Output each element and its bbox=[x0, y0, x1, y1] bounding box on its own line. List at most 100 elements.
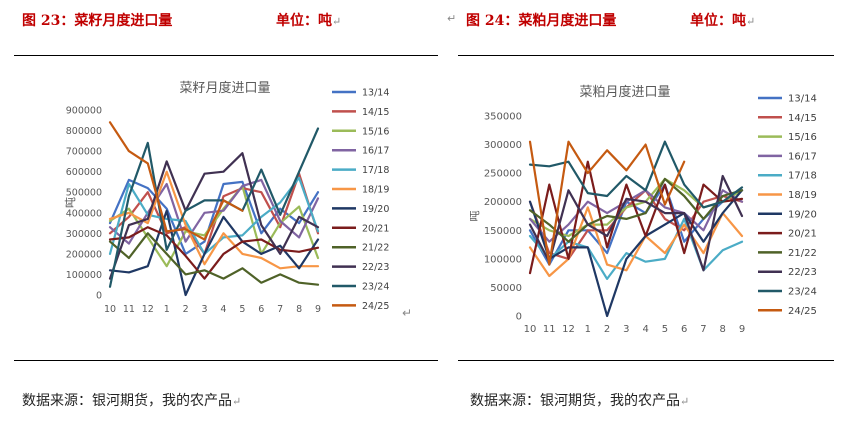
series-line-24-25 bbox=[528, 140, 686, 266]
legend-label: 14/15 bbox=[362, 107, 389, 118]
figure-24-title: 图 24：菜粕月度进口量 bbox=[466, 13, 617, 29]
series-line-14-15 bbox=[528, 189, 744, 260]
x-tick-label: 2 bbox=[183, 304, 189, 315]
x-tick-label: 2 bbox=[604, 324, 610, 335]
return-mark: ↵ bbox=[746, 15, 756, 28]
y-tick-label: 300000 bbox=[484, 140, 522, 151]
legend-label: 19/20 bbox=[788, 209, 817, 220]
y-tick-label: 800000 bbox=[66, 126, 102, 137]
x-tick-label: 7 bbox=[277, 304, 283, 315]
legend-label: 18/19 bbox=[362, 185, 389, 196]
figure-24-bottom-rule bbox=[458, 360, 834, 361]
legend-label: 23/24 bbox=[362, 282, 389, 293]
x-tick-label: 5 bbox=[239, 304, 245, 315]
x-tick-label: 1 bbox=[585, 324, 591, 335]
legend-label: 18/19 bbox=[788, 190, 817, 201]
legend-label: 22/23 bbox=[788, 267, 817, 278]
y-tick-label: 500000 bbox=[66, 188, 102, 199]
x-tick-label: 9 bbox=[739, 324, 745, 335]
figure-23-title: 图 23：菜籽月度进口量 bbox=[22, 13, 173, 29]
rapeseed-meal-import-chart: 菜粕月度进口量 0 50000 100000 150000 200000 250000 300… bbox=[470, 84, 817, 335]
rapeseed-import-chart: 菜籽月度进口量 0 100000 200000 300000 400000 500000 60… bbox=[64, 80, 389, 315]
x-tick-label: 8 bbox=[296, 304, 302, 315]
y-tick-label: 250000 bbox=[484, 169, 522, 180]
series-line-20-21 bbox=[528, 160, 744, 275]
series-line-14-15 bbox=[108, 172, 320, 255]
x-tick-label: 3 bbox=[623, 324, 629, 335]
x-tick-label: 12 bbox=[142, 304, 154, 315]
figure-23-bottom-rule bbox=[14, 360, 438, 361]
y-axis-label: 吨 bbox=[64, 197, 77, 208]
x-tick-label: 4 bbox=[220, 304, 226, 315]
series-line-22-23 bbox=[528, 174, 744, 272]
x-tick-label: 10 bbox=[104, 304, 116, 315]
figure-23-unit: 单位：吨↵ bbox=[276, 13, 342, 29]
figure-24-top-rule bbox=[458, 55, 834, 56]
x-tick-label: 9 bbox=[315, 304, 321, 315]
x-tick-label: 6 bbox=[258, 304, 264, 315]
series-line-22-23 bbox=[108, 152, 320, 280]
x-tick-label: 6 bbox=[681, 324, 687, 335]
y-tick-label: 900000 bbox=[66, 106, 102, 117]
return-mark: ↵ bbox=[447, 12, 457, 25]
y-tick-label: 100000 bbox=[66, 270, 102, 281]
legend-label: 20/21 bbox=[788, 229, 817, 240]
chart-title: 菜籽月度进口量 bbox=[179, 80, 270, 96]
legend-label: 22/23 bbox=[362, 262, 389, 273]
legend-label: 15/16 bbox=[362, 126, 389, 137]
y-tick-label: 700000 bbox=[66, 147, 102, 158]
y-tick-label: 0 bbox=[516, 312, 522, 323]
series-line-21-22 bbox=[108, 232, 320, 286]
x-tick-label: 12 bbox=[562, 324, 575, 335]
y-tick-label: 0 bbox=[96, 291, 102, 302]
y-tick-label: 200000 bbox=[484, 197, 522, 208]
series-line-23-24 bbox=[108, 127, 320, 288]
chart-title: 菜粕月度进口量 bbox=[579, 84, 670, 100]
y-axis-label: 吨 bbox=[470, 211, 481, 222]
y-tick-label: 200000 bbox=[66, 249, 102, 260]
x-tick-label: 8 bbox=[720, 324, 726, 335]
legend-label: 13/14 bbox=[788, 94, 817, 105]
figure-24-unit: 单位：吨↵ bbox=[690, 13, 756, 29]
return-mark: ↵ bbox=[332, 15, 342, 28]
legend-label: 13/14 bbox=[362, 88, 389, 99]
legend-label: 20/21 bbox=[362, 223, 389, 234]
series-line-21-22 bbox=[528, 177, 744, 243]
y-tick-label: 600000 bbox=[66, 167, 102, 178]
x-tick-label: 7 bbox=[700, 324, 706, 335]
legend-label: 23/24 bbox=[788, 287, 817, 298]
return-mark: ↵ bbox=[680, 395, 690, 408]
return-mark: ↵ bbox=[232, 395, 242, 408]
x-tick-label: 4 bbox=[642, 324, 648, 335]
series-line-17-18 bbox=[108, 176, 320, 255]
x-tick-label: 5 bbox=[662, 324, 668, 335]
return-mark: ↵ bbox=[402, 306, 413, 320]
legend-label: 21/22 bbox=[788, 248, 817, 259]
x-tick-label: 11 bbox=[123, 304, 135, 315]
x-tick-label: 1 bbox=[164, 304, 170, 315]
y-tick-label: 300000 bbox=[66, 229, 102, 240]
y-tick-label: 150000 bbox=[484, 226, 522, 237]
legend-label: 17/18 bbox=[362, 165, 389, 176]
legend-label: 15/16 bbox=[788, 132, 817, 143]
series-line-18-19 bbox=[528, 206, 744, 278]
y-tick-label: 100000 bbox=[484, 254, 522, 265]
x-tick-label: 3 bbox=[202, 304, 208, 315]
legend-label: 17/18 bbox=[788, 171, 817, 182]
legend-label: 16/17 bbox=[362, 146, 389, 157]
series-line-16-17 bbox=[108, 178, 320, 245]
series-line-24-25 bbox=[108, 121, 244, 241]
legend-label: 24/25 bbox=[362, 301, 389, 312]
figure-24-source: 数据来源：银河期货，我的农产品↵ bbox=[470, 393, 690, 409]
figure-23-top-rule bbox=[14, 55, 438, 56]
series-line-16-17 bbox=[528, 189, 744, 243]
legend-label: 16/17 bbox=[788, 151, 817, 162]
x-tick-label: 11 bbox=[543, 324, 556, 335]
y-tick-label: 50000 bbox=[490, 283, 522, 294]
series-line-18-19 bbox=[108, 170, 320, 270]
y-tick-label: 350000 bbox=[484, 112, 522, 123]
x-tick-label: 10 bbox=[524, 324, 537, 335]
legend-label: 24/25 bbox=[788, 306, 817, 317]
legend-label: 21/22 bbox=[362, 243, 389, 254]
legend-label: 19/20 bbox=[362, 204, 389, 215]
